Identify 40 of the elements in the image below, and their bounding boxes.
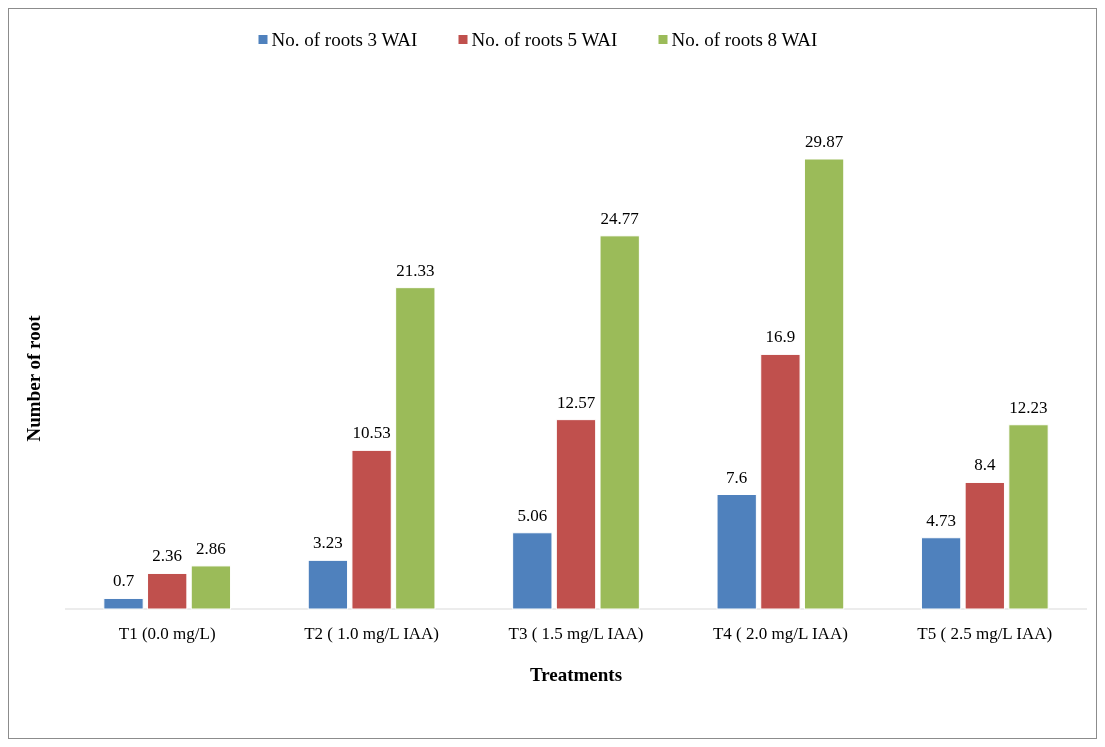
bar — [351, 449, 392, 610]
data-label: 4.73 — [926, 510, 956, 530]
bar — [512, 532, 553, 610]
data-label: 12.57 — [556, 392, 596, 412]
x-tick-label: T5 ( 2.5 mg/L IAA) — [917, 624, 1053, 643]
bar — [760, 353, 801, 610]
bar — [307, 559, 349, 610]
bar — [920, 537, 962, 610]
data-label: 8.4 — [974, 455, 996, 475]
bar — [1008, 424, 1049, 610]
x-tick-label: T2 ( 1.0 mg/L IAA) — [304, 624, 440, 643]
bar — [599, 235, 640, 610]
x-axis-title: Treatments — [529, 664, 623, 685]
legend-label: No. of roots 3 WAI — [271, 29, 418, 50]
data-label: 29.87 — [804, 132, 844, 151]
bar — [190, 565, 232, 610]
data-label: 2.86 — [196, 538, 226, 558]
bar — [103, 597, 144, 610]
data-label: 21.33 — [396, 260, 435, 280]
data-label: 2.36 — [152, 546, 183, 566]
data-label: 16.9 — [765, 327, 796, 347]
x-tick-label: T3 ( 1.5 mg/L IAA) — [508, 624, 644, 643]
y-axis-title: Number of root — [23, 314, 44, 442]
data-label: 3.23 — [313, 533, 343, 553]
data-label: 10.53 — [352, 423, 391, 443]
data-label: 5.06 — [517, 505, 548, 525]
x-tick-label: T1 (0.0 mg/L) — [118, 624, 216, 643]
bar — [147, 572, 188, 610]
bar — [803, 158, 845, 610]
x-tick-label: T4 ( 2.0 mg/L IAA) — [712, 624, 848, 643]
bar — [555, 419, 597, 610]
data-label: 0.7 — [112, 571, 135, 591]
legend-label: No. of roots 8 WAI — [671, 29, 818, 50]
data-label: 24.77 — [600, 208, 640, 228]
data-label: 12.23 — [1009, 397, 1048, 417]
bar — [964, 481, 1005, 610]
data-label: 7.6 — [726, 467, 748, 487]
legend-label: No. of roots 5 WAI — [471, 29, 618, 50]
bar — [395, 287, 436, 610]
bar — [716, 494, 757, 610]
